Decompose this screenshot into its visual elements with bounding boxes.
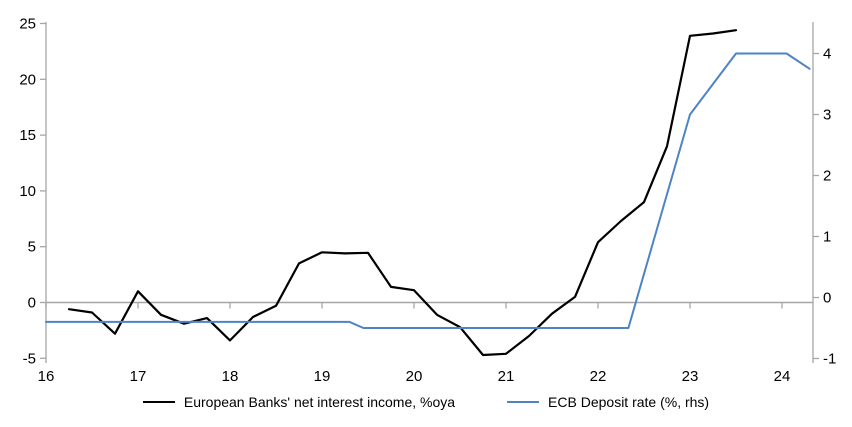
right-axis-tick-label: 1 <box>823 229 831 246</box>
right-axis-tick-label: 2 <box>823 168 831 185</box>
series-line-0 <box>67 29 738 357</box>
left-axis-tick-label: -5 <box>23 350 36 367</box>
right-axis-tick-label: -1 <box>823 351 836 368</box>
right-axis-tick-label: 4 <box>823 46 831 63</box>
left-axis-tick-label: 5 <box>28 239 36 256</box>
chart-legend: European Banks' net interest income, %oy… <box>0 394 852 410</box>
x-axis-tick-label: 20 <box>406 368 423 385</box>
x-axis-tick-label: 21 <box>498 368 515 385</box>
x-axis-tick-label: 18 <box>222 368 239 385</box>
left-axis-tick-label: 0 <box>28 295 36 312</box>
x-axis-tick-label: 23 <box>682 368 699 385</box>
legend-label-net-interest-income: European Banks' net interest income, %oy… <box>183 394 456 410</box>
x-axis-tick-label: 19 <box>314 368 331 385</box>
right-axis-tick-label: 0 <box>823 290 831 307</box>
x-axis-tick-label: 17 <box>130 368 147 385</box>
series-line-1 <box>45 52 811 329</box>
right-axis-tick-label: 3 <box>823 107 831 124</box>
left-axis-tick-label: 20 <box>19 71 36 88</box>
left-axis-tick-label: 25 <box>19 16 36 33</box>
x-axis-tick-label: 24 <box>774 368 791 385</box>
legend-label-ecb-deposit-rate: ECB Deposit rate (%, rhs) <box>548 394 710 410</box>
x-axis-tick-label: 16 <box>38 368 55 385</box>
x-axis-tick-label: 22 <box>590 368 607 385</box>
legend-line-net-interest-income <box>142 401 175 403</box>
legend-line-ecb-deposit-rate <box>507 401 540 403</box>
left-axis-tick-label: 10 <box>19 183 36 200</box>
left-axis-tick-label: 15 <box>19 127 36 144</box>
